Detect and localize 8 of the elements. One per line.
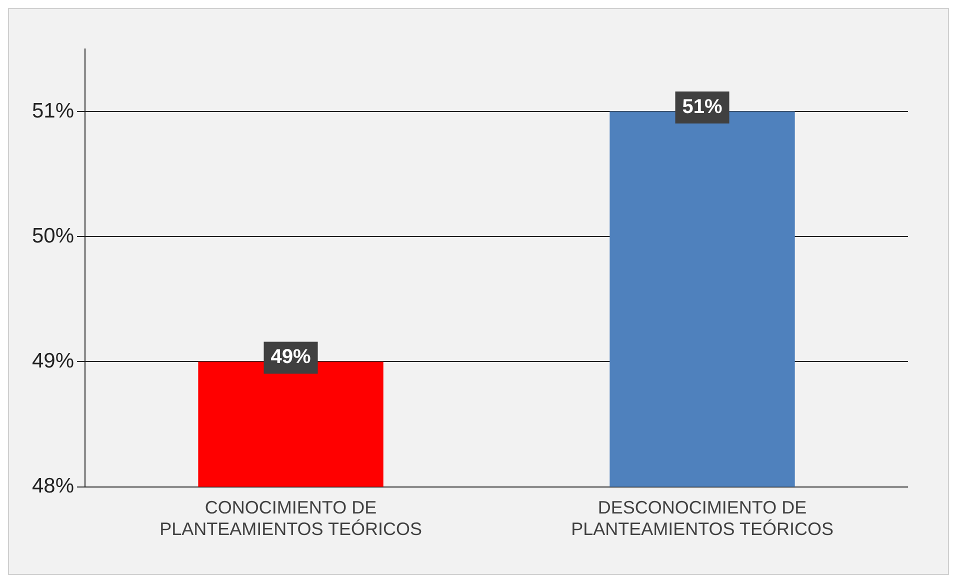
data-label: 51%: [682, 96, 722, 118]
y-tick-label: 48%: [32, 474, 74, 498]
y-tick-label: 49%: [32, 350, 74, 373]
x-tick-label: DESCONOCIMIENTO DE PLANTEAMIENTOS TEÓRICOS: [571, 498, 834, 540]
x-tick-label: CONOCIMIENTO DE PLANTEAMIENTOS TEÓRICOS: [160, 498, 422, 540]
y-tick-label: 50%: [32, 224, 74, 248]
data-label: 49%: [270, 346, 312, 368]
y-tick-label: 51%: [32, 99, 74, 122]
